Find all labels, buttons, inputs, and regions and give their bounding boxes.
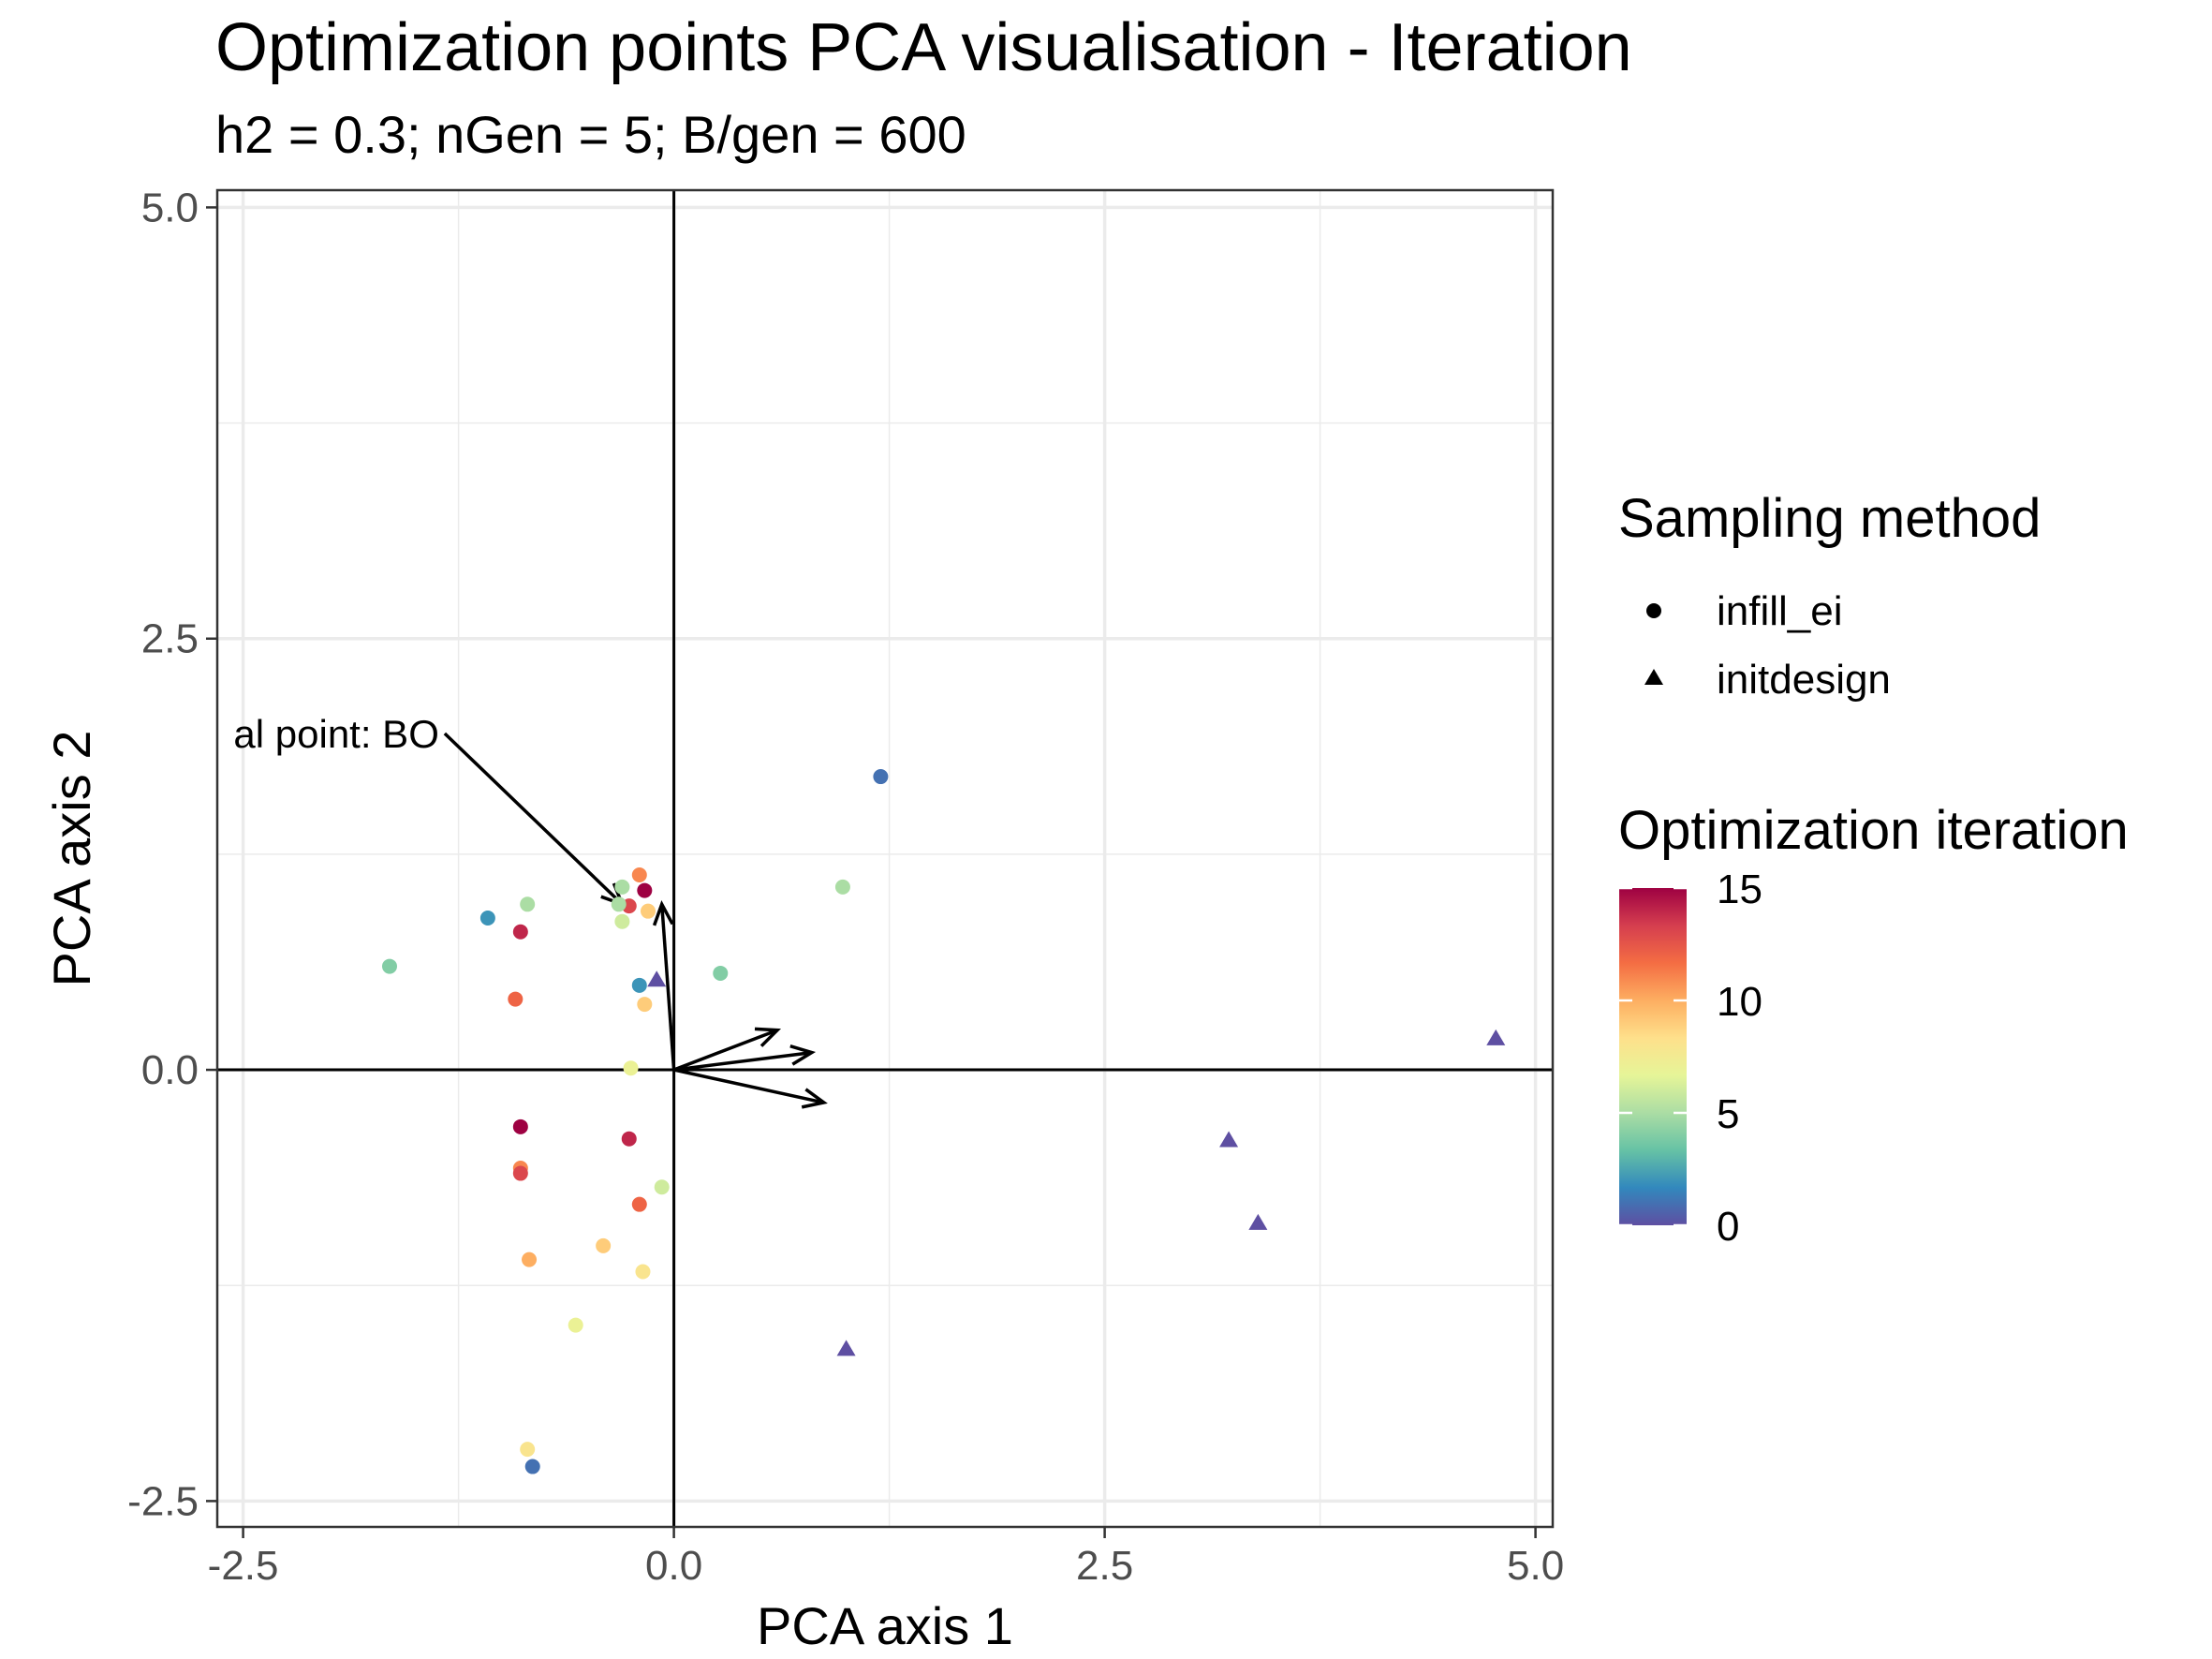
data-point-infill-ei: [524, 1459, 540, 1474]
loading-vector: [673, 1068, 825, 1104]
data-point-infill-ei: [479, 911, 495, 926]
data-point-infill-ei: [637, 882, 653, 898]
x-tick-label: 5.0: [1507, 1543, 1564, 1589]
x-tick-label: -2.5: [208, 1543, 279, 1589]
chart-subtitle: h2 = 0.3; nGen = 5; B/gen = 600: [215, 105, 966, 164]
loading-vector: [673, 1050, 813, 1072]
loading-vector-arrowhead: [801, 1088, 828, 1109]
annotation: al point: BO: [233, 712, 626, 908]
data-point-infill-ei: [635, 1264, 651, 1280]
legend-circle-swatch: [1646, 603, 1661, 618]
annotation-label: al point: BO: [233, 712, 438, 756]
y-tick-label: 0.0: [141, 1047, 199, 1093]
data-point-initdesign: [647, 970, 667, 987]
data-point-infill-ei: [520, 896, 536, 912]
data-point-infill-ei: [596, 1237, 612, 1253]
x-axis-title: PCA axis 1: [757, 1596, 1013, 1655]
y-axis-title: PCA axis 2: [42, 731, 101, 987]
y-axis: -2.5 0.0 2.5 5.0: [127, 185, 217, 1524]
data-point-infill-ei: [611, 896, 627, 912]
data-point-infill-ei: [713, 965, 729, 981]
data-point-infill-ei: [512, 924, 528, 940]
x-tick-label: 0.0: [645, 1543, 702, 1589]
legend-shape-title: Sampling method: [1618, 488, 2041, 549]
data-point-infill-ei: [522, 1252, 538, 1267]
data-point-infill-ei: [631, 867, 647, 882]
data-point-infill-ei: [382, 958, 397, 974]
data-point-infill-ei: [654, 1179, 670, 1195]
legend-color-title: Optimization iteration: [1618, 800, 2129, 861]
legend-item-infill-ei: infill_ei: [1646, 588, 1843, 634]
data-point-infill-ei: [834, 879, 850, 895]
data-point-infill-ei: [637, 997, 653, 1013]
loading-vector: [672, 1029, 778, 1072]
colorbar-ticks: 15 10 5 0: [1619, 867, 1762, 1250]
loading-vectors: [652, 900, 828, 1109]
loading-vector-arrowhead: [652, 900, 674, 926]
data-point-infill-ei: [614, 879, 630, 895]
y-tick-label: 5.0: [141, 185, 199, 230]
loading-vector: [659, 904, 676, 1071]
colorbar-tick-label: 15: [1717, 867, 1762, 912]
x-axis: -2.5 0.0 2.5 5.0: [208, 1527, 1564, 1589]
data-point-initdesign: [836, 1340, 856, 1356]
data-point-infill-ei: [623, 1060, 639, 1076]
data-point-infill-ei: [631, 977, 647, 993]
plot-background: [217, 190, 1553, 1527]
reference-lines: [217, 190, 1553, 1527]
data-point-infill-ei: [873, 769, 889, 785]
legend-item-label: infill_ei: [1717, 588, 1843, 634]
x-tick-label: 2.5: [1076, 1543, 1133, 1589]
data-points: [382, 769, 1506, 1474]
legend: Sampling method infill_ei initdesign Opt…: [1618, 488, 2129, 1250]
data-point-infill-ei: [614, 913, 630, 929]
data-point-initdesign: [1248, 1213, 1268, 1230]
data-point-infill-ei: [621, 1131, 637, 1147]
plot-area: al point: BO: [215, 188, 1555, 1529]
data-point-initdesign: [1219, 1131, 1239, 1148]
colorbar: [1619, 888, 1687, 1225]
annotation-arrow: [443, 732, 624, 906]
loading-vector-arrowhead: [789, 1044, 817, 1066]
colorbar-tick-label: 5: [1717, 1091, 1739, 1137]
legend-triangle-swatch: [1644, 669, 1663, 685]
data-point-infill-ei: [631, 1196, 647, 1212]
legend-item-label: initdesign: [1717, 657, 1891, 703]
data-point-infill-ei: [512, 1118, 528, 1134]
data-point-infill-ei: [641, 903, 656, 919]
data-point-infill-ei: [512, 1165, 528, 1181]
colorbar-tick-label: 0: [1717, 1204, 1739, 1250]
y-tick-label: -2.5: [127, 1478, 199, 1524]
data-point-infill-ei: [568, 1317, 583, 1333]
plot-border: [215, 188, 1555, 1529]
data-point-initdesign: [1486, 1029, 1506, 1045]
legend-item-initdesign: initdesign: [1644, 657, 1891, 703]
data-point-infill-ei: [520, 1442, 536, 1458]
y-tick-label: 2.5: [141, 616, 199, 662]
data-point-infill-ei: [508, 991, 524, 1007]
chart-title: Optimization points PCA visualisation - …: [215, 10, 1632, 85]
loading-vector-arrowhead: [754, 1027, 782, 1047]
colorbar-tick-label: 10: [1717, 979, 1762, 1025]
grid-minor: [217, 190, 1553, 1527]
